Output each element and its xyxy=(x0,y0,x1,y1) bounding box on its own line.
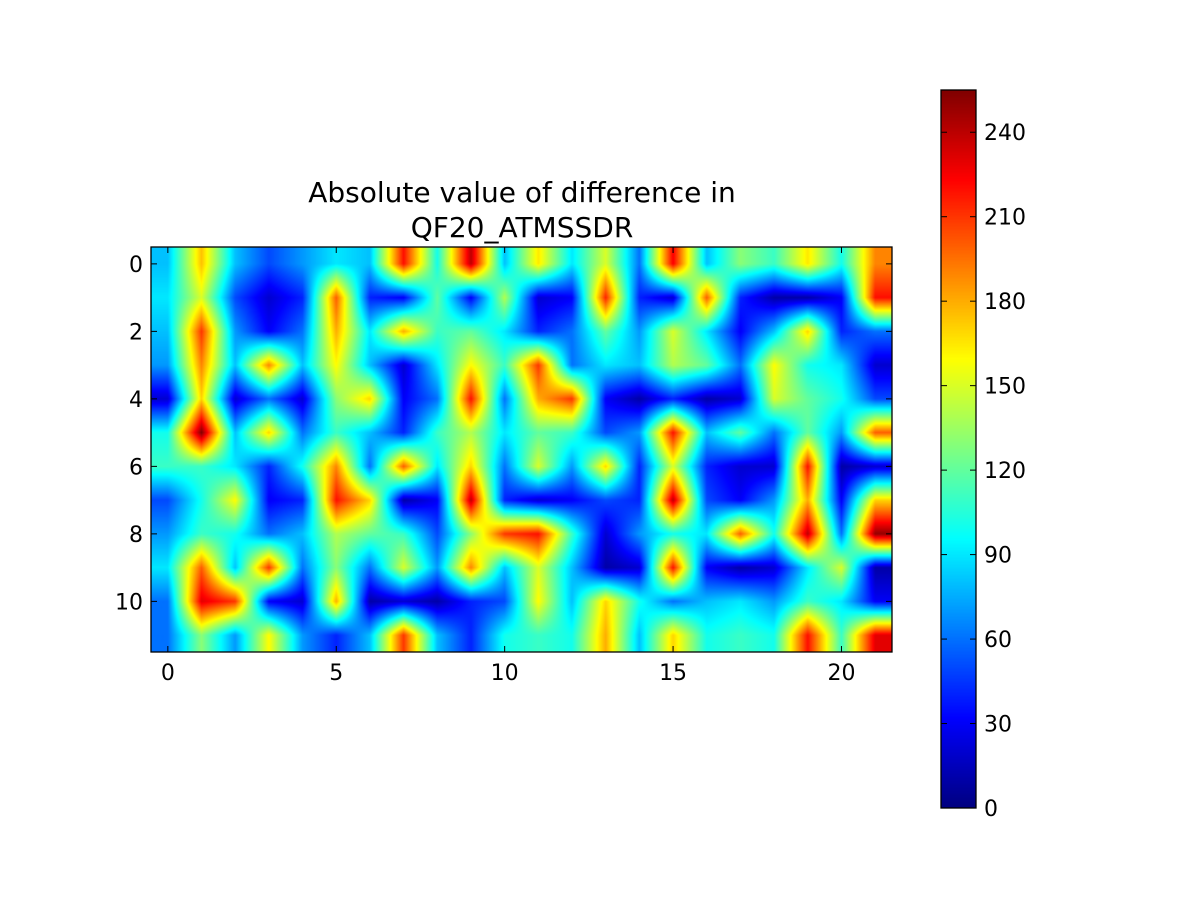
heatmap-image xyxy=(151,247,892,652)
y-tick-label: 4 xyxy=(129,388,143,413)
colorbar-tick-label: 150 xyxy=(984,375,1026,400)
x-axis-ticks: 0 5 10 15 20 xyxy=(161,247,855,686)
colorbar-tick-label: 30 xyxy=(984,713,1012,738)
x-tick-label: 5 xyxy=(329,661,343,686)
colorbar-frame xyxy=(940,89,977,809)
x-tick-label: 15 xyxy=(659,661,687,686)
x-tick-label: 10 xyxy=(491,661,519,686)
colorbar-tick-label: 90 xyxy=(984,544,1012,569)
axes-frame xyxy=(150,246,893,653)
colorbar-ticks: 0 30 60 90 120 150 180 210 240 xyxy=(941,121,1026,822)
chart-title-line-1: Absolute value of difference in xyxy=(308,176,736,209)
y-axis-ticks: 0 2 4 6 8 10 xyxy=(115,253,892,615)
colorbar-tick-label: 60 xyxy=(984,628,1012,653)
y-tick-label: 2 xyxy=(129,320,143,345)
y-tick-label: 6 xyxy=(129,455,143,480)
colorbar-tick-label: 0 xyxy=(984,797,998,822)
y-tick-label: 8 xyxy=(129,523,143,548)
y-tick-label: 10 xyxy=(115,590,143,615)
colorbar-tick-label: 180 xyxy=(984,290,1026,315)
colorbar-tick-label: 240 xyxy=(984,121,1026,146)
y-tick-label: 0 xyxy=(129,253,143,278)
colorbar-tick-label: 120 xyxy=(984,459,1026,484)
colorbar-tick-label: 210 xyxy=(984,206,1026,231)
x-tick-label: 20 xyxy=(827,661,855,686)
x-tick-label: 0 xyxy=(161,661,175,686)
chart-title-line-2: QF20_ATMSSDR xyxy=(411,211,634,244)
colorbar-gradient xyxy=(941,90,976,808)
